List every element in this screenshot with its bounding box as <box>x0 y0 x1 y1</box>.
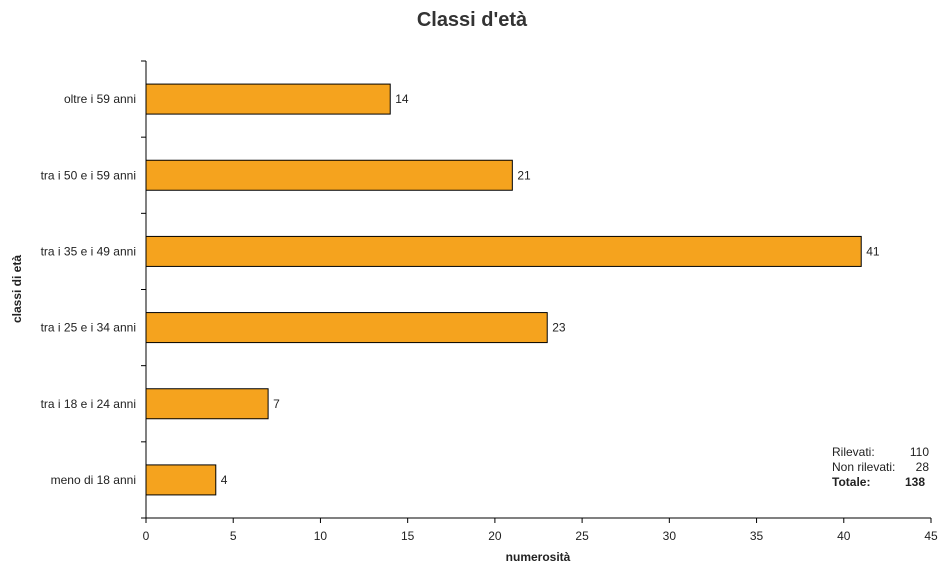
x-tick-label: 0 <box>143 529 150 543</box>
x-tick-label: 35 <box>750 529 764 543</box>
data-label-2: 7 <box>273 397 280 411</box>
x-tick-label: 40 <box>837 529 851 543</box>
bar-6 <box>145 83 391 115</box>
x-tick-label: 20 <box>488 529 502 543</box>
chart-title: Classi d'età <box>417 9 528 31</box>
data-label-4: 41 <box>866 244 880 258</box>
bar-5 <box>145 159 513 191</box>
data-label-6: 14 <box>395 92 409 106</box>
data-label-3: 23 <box>552 321 566 335</box>
summary-totale-label: Totale: <box>832 475 870 489</box>
x-tick-label: 15 <box>401 529 415 543</box>
summary-box: Rilevati: 110 Non rilevati: 28 Totale: 1… <box>832 445 929 489</box>
bar-2 <box>145 388 269 420</box>
category-label-4: tra i 35 e i 49 anni <box>41 244 136 258</box>
x-tick-label: 10 <box>314 529 328 543</box>
x-tick-label: 25 <box>575 529 589 543</box>
x-tick-label: 30 <box>663 529 677 543</box>
category-label-3: tra i 25 e i 34 anni <box>41 321 136 335</box>
summary-rilevati-value: 110 <box>910 445 929 459</box>
summary-rilevati-label: Rilevati: <box>832 445 875 459</box>
summary-non-rilevati-label: Non rilevati: <box>832 460 895 474</box>
category-label-2: tra i 18 e i 24 anni <box>41 397 136 411</box>
x-tick-label: 45 <box>924 529 938 543</box>
x-axis-title: numerosità <box>506 550 571 564</box>
summary-non-rilevati-value: 28 <box>916 460 930 474</box>
x-tick-label: 5 <box>230 529 237 543</box>
summary-totale-value: 138 <box>905 475 925 489</box>
bar-1 <box>145 464 217 496</box>
bar-3 <box>145 312 548 344</box>
bar-4 <box>145 235 862 267</box>
y-axis-title: classi di età <box>10 255 24 323</box>
category-label-5: tra i 50 e i 59 anni <box>41 168 136 182</box>
category-label-6: oltre i 59 anni <box>64 92 136 106</box>
data-label-1: 4 <box>221 473 228 487</box>
plot-area: 0 5 10 15 20 25 30 35 40 45 4 meno di 18 anni 7 tra i… <box>41 60 938 543</box>
category-label-1: meno di 18 anni <box>51 473 136 487</box>
data-label-5: 21 <box>517 168 531 182</box>
